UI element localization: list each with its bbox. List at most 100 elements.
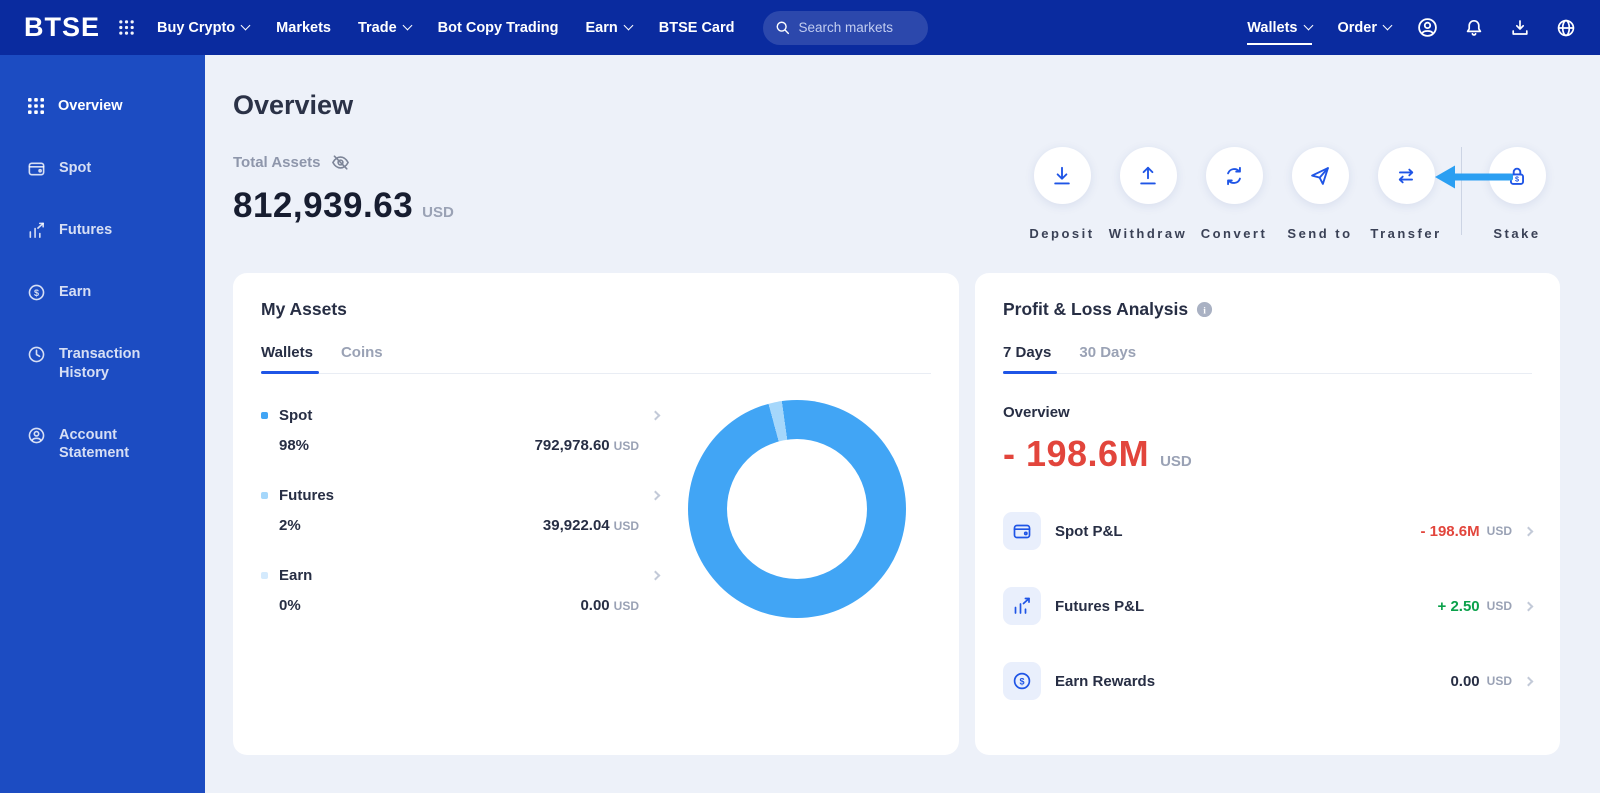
nav-label: Wallets [1247, 19, 1298, 36]
navbar-right: Wallets Order [1247, 17, 1576, 45]
sidebar-item-overview[interactable]: Overview [0, 83, 205, 130]
nav-label: BTSE Card [658, 19, 735, 36]
apps-grid-icon[interactable] [118, 19, 135, 36]
deposit-button[interactable]: Deposit [1019, 147, 1105, 241]
pnl-row-value: 0.00 [1450, 672, 1480, 690]
stake-button[interactable]: $ Stake [1474, 147, 1560, 241]
pnl-row-name: Earn Rewards [1055, 672, 1156, 690]
svg-text:$: $ [1019, 676, 1024, 686]
asset-name: Futures [279, 487, 335, 504]
search-input[interactable] [796, 19, 909, 36]
nav-buy-crypto[interactable]: Buy Crypto [157, 20, 251, 36]
wallet-icon [1003, 512, 1041, 550]
coin-icon: $ [27, 283, 46, 302]
chevron-down-icon [402, 20, 413, 31]
action-label: Convert [1200, 226, 1268, 241]
chevron-right-icon [1523, 676, 1534, 686]
chevron-right-icon [1523, 601, 1534, 611]
nav-label: Order [1337, 19, 1378, 36]
send-to-button[interactable]: Send to [1277, 147, 1363, 241]
sidebar: Overview Spot Futures $ Earn Transaction… [0, 55, 205, 793]
chevron-down-icon [623, 20, 634, 31]
pnl-row-currency: USD [1486, 674, 1512, 688]
donut-hole [727, 439, 867, 579]
chevron-right-icon [650, 570, 661, 581]
overview-header: Overview Total Assets 812,939.63 USD Dep… [233, 55, 1560, 241]
wallet-icon [27, 159, 46, 178]
sidebar-item-earn[interactable]: $ Earn [0, 269, 205, 316]
sidebar-item-label: Spot [59, 159, 92, 176]
pnl-row-earn-rewards[interactable]: $ Earn Rewards 0.00 USD [1003, 662, 1534, 700]
asset-name: Spot [279, 407, 313, 424]
sidebar-item-futures[interactable]: Futures [0, 207, 205, 254]
asset-name: Earn [279, 567, 313, 584]
profile-icon[interactable] [1417, 17, 1438, 38]
asset-value: 0.00 USD [580, 597, 639, 614]
nav-markets[interactable]: Markets [276, 20, 331, 36]
action-label: Transfer [1370, 226, 1442, 241]
asset-row-earn[interactable]: Earn 0% 0.00 USD [261, 567, 663, 614]
svg-text:i: i [1203, 306, 1206, 316]
transfer-button[interactable]: Transfer [1363, 147, 1513, 241]
convert-icon [1205, 147, 1263, 204]
nav-order[interactable]: Order [1337, 19, 1393, 36]
pnl-title-text: Profit & Loss Analysis [1003, 299, 1189, 319]
top-navbar: BTSE Buy Crypto Markets Trade Bot Copy T… [0, 0, 1600, 55]
chevron-down-icon [1303, 20, 1313, 31]
sidebar-item-label: Overview [58, 98, 123, 114]
chevron-down-icon [240, 20, 251, 31]
sidebar-item-transaction-history[interactable]: Transaction History [0, 331, 205, 397]
assets-donut [688, 400, 906, 618]
asset-percent: 0% [279, 597, 301, 614]
search-markets-box[interactable] [762, 10, 928, 45]
pnl-row-spot[interactable]: Spot P&L - 198.6M USD [1003, 512, 1534, 550]
asset-percent: 98% [279, 437, 310, 454]
assets-list: Spot 98% 792,978.60 USD Futures [261, 374, 663, 618]
pnl-overview-currency: USD [1160, 453, 1192, 470]
chevron-right-icon [650, 410, 661, 421]
quick-actions: Deposit Withdraw Convert Send to [1019, 147, 1560, 241]
svg-text:$: $ [34, 288, 39, 298]
pnl-row-name: Futures P&L [1055, 597, 1145, 615]
chevron-right-icon [1523, 526, 1534, 536]
asset-percent: 2% [279, 517, 301, 534]
convert-button[interactable]: Convert [1191, 147, 1277, 241]
legend-bullet [261, 492, 268, 499]
tab-7-days[interactable]: 7 Days [1003, 344, 1058, 374]
nav-trade[interactable]: Trade [358, 20, 413, 36]
chevron-down-icon [1382, 20, 1393, 31]
bell-icon[interactable] [1464, 18, 1484, 38]
total-assets-value: 812,939.63 [233, 186, 414, 225]
pnl-row-value: - 198.6M [1420, 522, 1480, 540]
asset-row-spot[interactable]: Spot 98% 792,978.60 USD [261, 407, 663, 454]
search-icon [775, 20, 790, 35]
asset-row-futures[interactable]: Futures 2% 39,922.04 USD [261, 487, 663, 534]
eye-off-icon[interactable] [331, 153, 350, 172]
nav-earn[interactable]: Earn [586, 20, 634, 36]
send-icon [1291, 147, 1349, 204]
my-assets-title: My Assets [261, 299, 347, 319]
legend-bullet [261, 412, 268, 419]
legend-bullet [261, 572, 268, 579]
btse-logo[interactable]: BTSE [24, 12, 101, 42]
nav-bot-copy-trading[interactable]: Bot Copy Trading [438, 20, 559, 36]
nav-btse-card[interactable]: BTSE Card [659, 20, 735, 36]
download-icon[interactable] [1510, 18, 1530, 38]
sidebar-item-spot[interactable]: Spot [0, 145, 205, 192]
withdraw-button[interactable]: Withdraw [1105, 147, 1191, 241]
nav-wallets[interactable]: Wallets [1247, 19, 1313, 45]
rewards-coin-icon: $ [1003, 662, 1041, 700]
tab-wallets[interactable]: Wallets [261, 344, 319, 374]
pnl-row-futures[interactable]: Futures P&L + 2.50 USD [1003, 587, 1534, 625]
info-icon[interactable]: i [1196, 301, 1213, 318]
stake-lock-icon: $ [1488, 147, 1546, 204]
sidebar-item-account-statement[interactable]: Account Statement [0, 412, 205, 478]
tab-30-days[interactable]: 30 Days [1079, 344, 1137, 361]
bar-chart-icon [1003, 587, 1041, 625]
pnl-card: Profit & Loss Analysis i 7 Days 30 Days … [975, 273, 1560, 755]
pnl-title: Profit & Loss Analysis i [1003, 299, 1532, 320]
main-content: Overview Total Assets 812,939.63 USD Dep… [205, 55, 1600, 793]
globe-icon[interactable] [1556, 18, 1576, 38]
total-assets-currency: USD [422, 204, 454, 221]
tab-coins[interactable]: Coins [340, 344, 383, 361]
